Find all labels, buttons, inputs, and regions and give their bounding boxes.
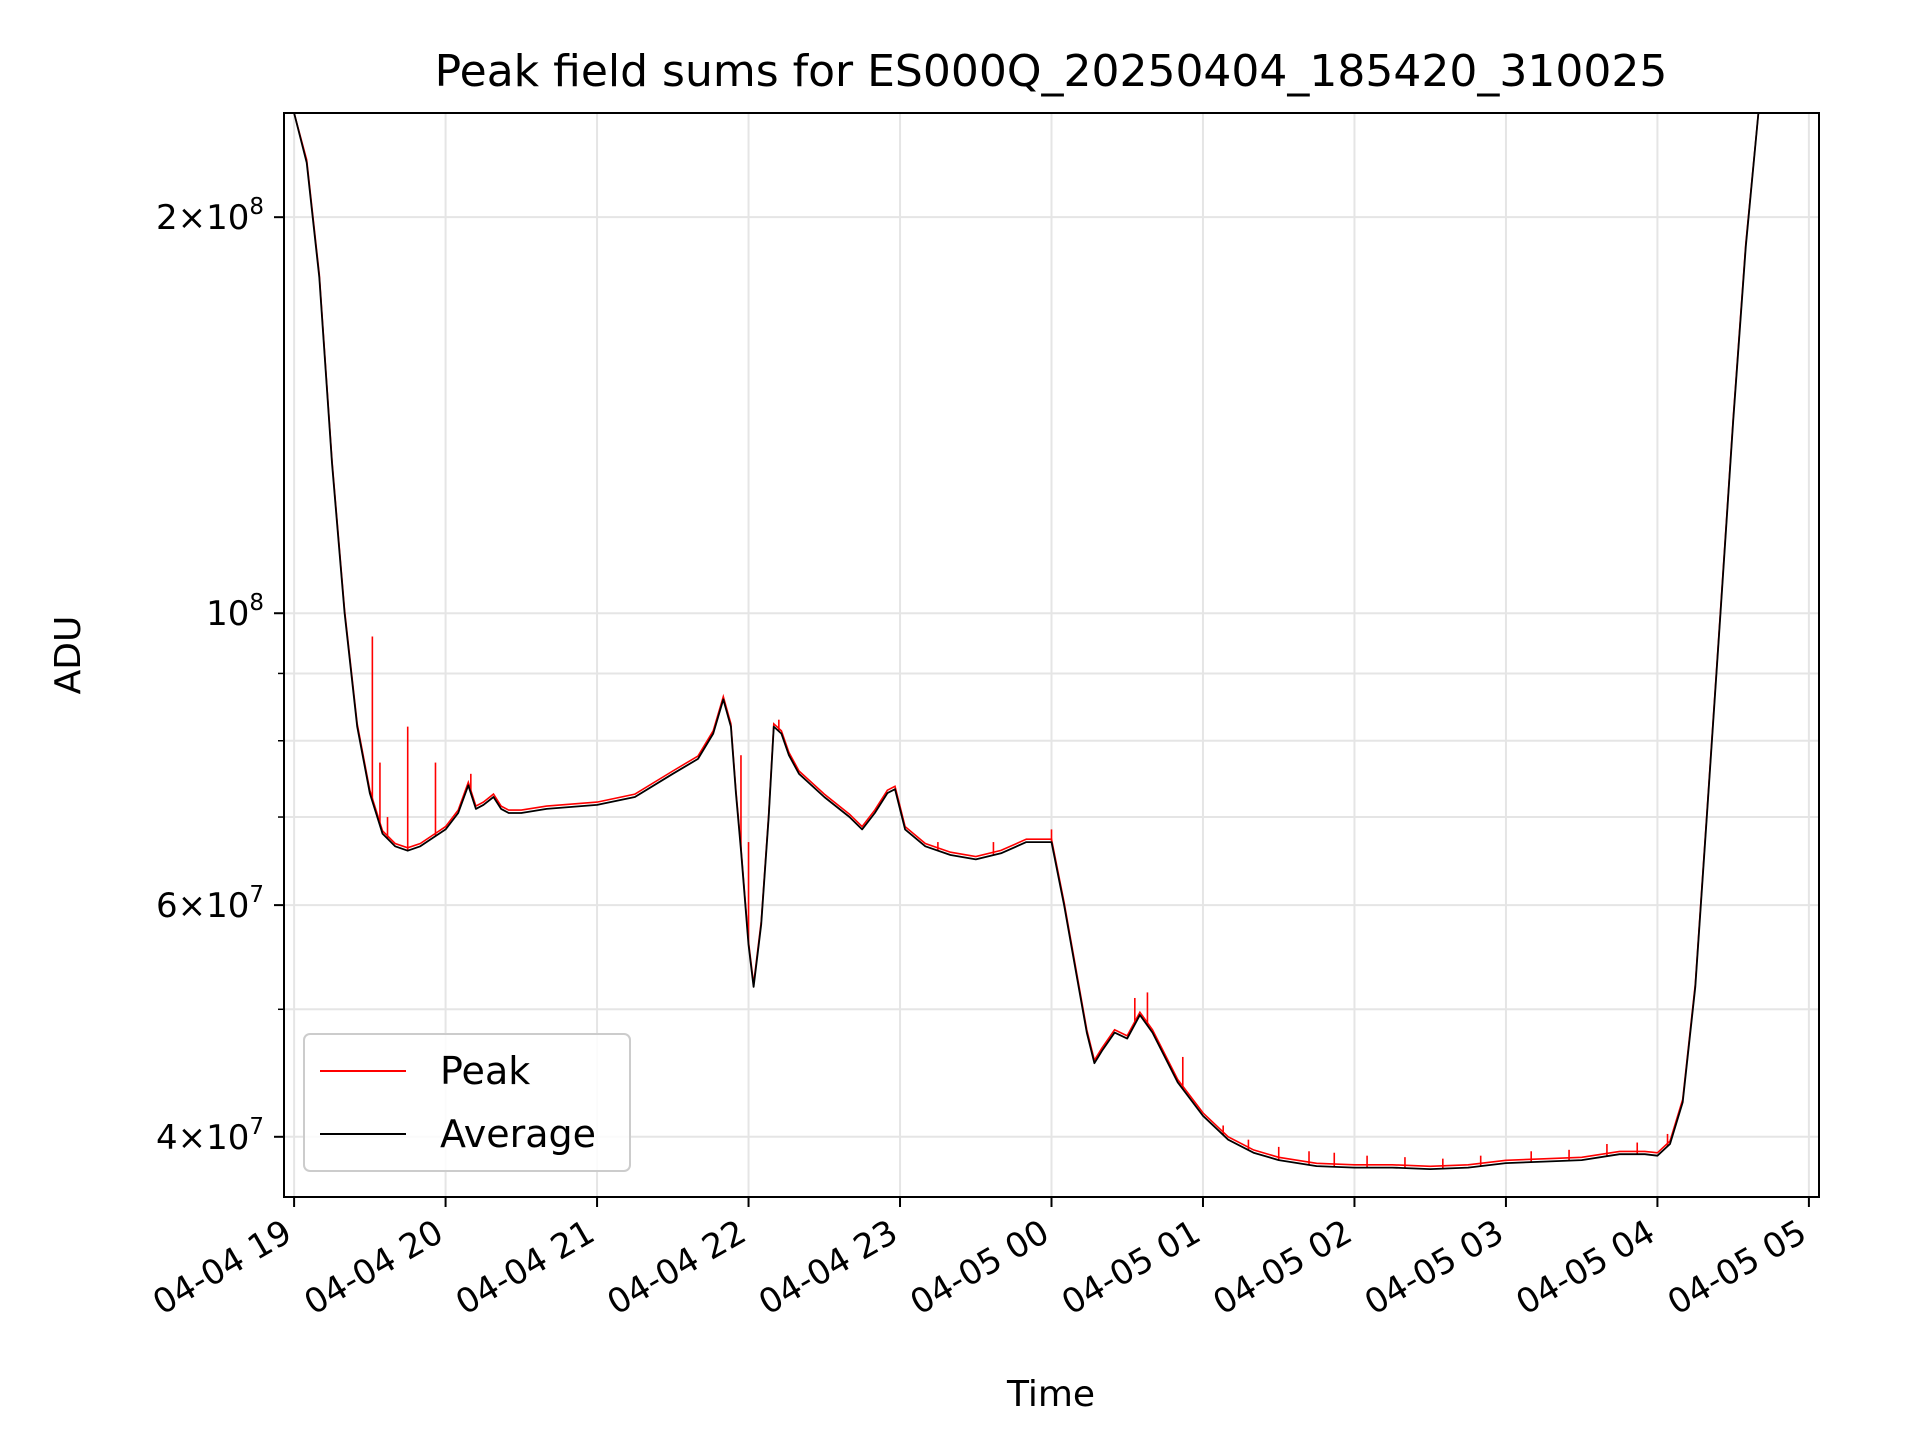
x-axis-ticks: 04-04 19 04-04 20 04-04 21 04-04 22 04-04 23… [146,1197,1813,1323]
legend-label-peak: Peak [440,1049,530,1093]
y-tick-label: 4×107 [156,1114,264,1158]
legend: Peak Average [303,1033,631,1172]
average-series-line [293,112,1760,1170]
x-tick-label: 04-05 05 [1661,1212,1813,1323]
y-tick-label: 108 [206,590,264,634]
x-tick-label: 04-05 03 [1358,1212,1510,1323]
legend-label-average: Average [440,1112,596,1156]
y-tick-label: 6×107 [156,882,264,926]
x-tick-label: 04-04 19 [146,1212,298,1323]
x-tick-label: 04-05 00 [904,1212,1056,1323]
peak-series [293,112,1760,1169]
x-tick-label: 04-05 01 [1055,1212,1207,1323]
peak-series-line [293,112,1760,1168]
y-tick-label: 2×108 [156,194,264,238]
x-tick-label: 04-04 23 [752,1212,904,1323]
legend-box [303,1033,631,1172]
x-tick-label: 04-04 20 [298,1212,450,1323]
x-axis-label: Time [1006,1374,1095,1415]
y-axis-label: ADU [48,616,89,695]
x-tick-label: 04-05 02 [1207,1212,1359,1323]
x-tick-label: 04-04 21 [449,1212,601,1323]
x-tick-label: 04-05 04 [1510,1212,1662,1323]
chart-title: Peak field sums for ES000Q_20250404_1854… [435,46,1668,97]
y-axis-ticks: 2×108 108 6×107 4×107 [156,194,284,1158]
x-tick-label: 04-04 22 [601,1212,753,1323]
